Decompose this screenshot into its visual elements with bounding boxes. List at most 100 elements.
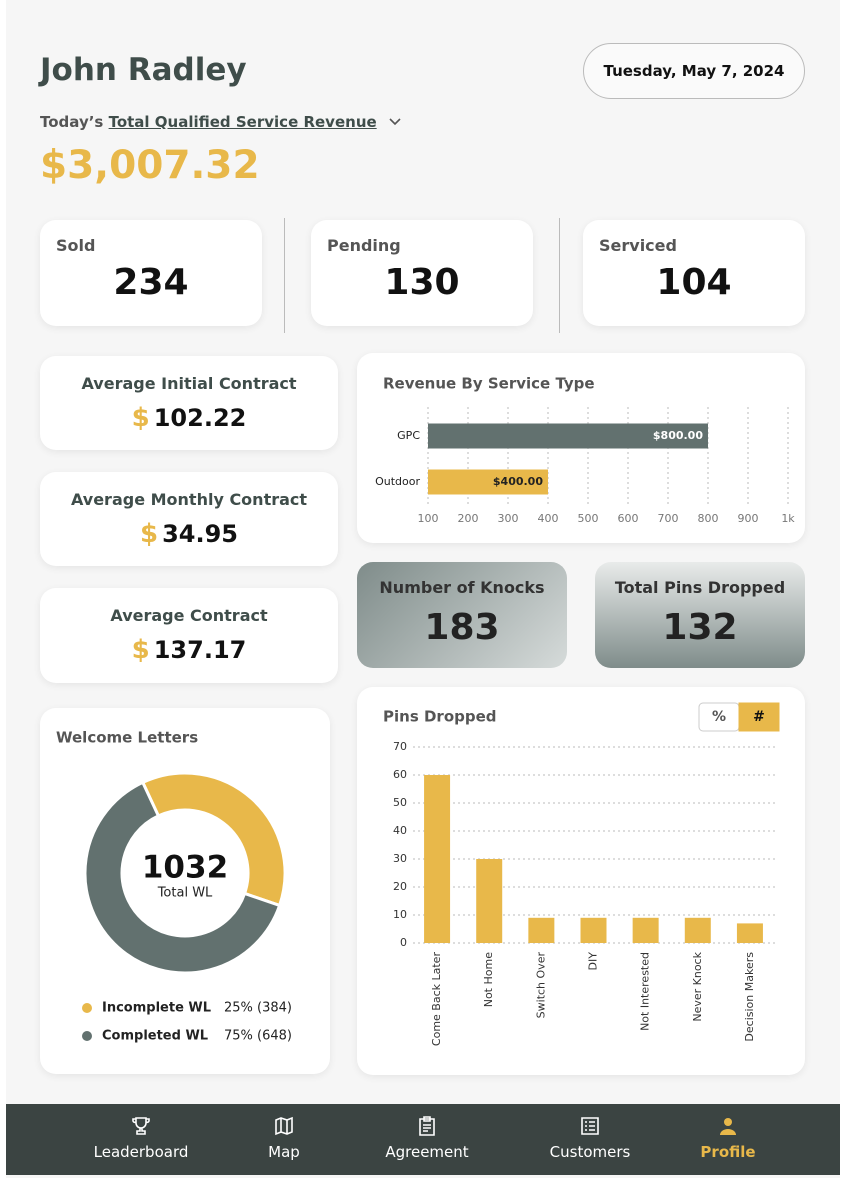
nav-item[interactable]: Customers <box>520 1104 660 1175</box>
chart-title: Revenue By Service Type <box>383 375 595 393</box>
pie-slice <box>140 771 287 908</box>
bar <box>684 917 711 943</box>
stat-card: Pending 130 <box>311 220 533 326</box>
stat-value: 234 <box>113 262 189 303</box>
contract-card: Average Initial Contract $102.22 <box>40 356 338 450</box>
x-tick-label: Switch Over <box>534 952 547 1019</box>
x-tick-label: 300 <box>498 512 519 525</box>
nav-label: Customers <box>549 1143 631 1161</box>
divider <box>559 218 560 333</box>
x-tick-label: Not Home <box>482 952 495 1007</box>
y-tick-label: 50 <box>393 796 407 809</box>
legend-value: 75% (648) <box>224 1029 292 1044</box>
revenue-selector[interactable]: Total Qualified Service Revenue <box>108 113 377 131</box>
value-label: $800.00 <box>653 429 703 442</box>
bar <box>424 775 451 943</box>
legend-value: 25% (384) <box>224 1001 292 1016</box>
toggle-button[interactable] <box>738 702 780 732</box>
revenue-prefix: Today’s <box>40 113 104 131</box>
trophy-icon <box>132 1117 150 1135</box>
y-tick-label: 0 <box>400 936 407 949</box>
user-name: John Radley <box>40 52 247 88</box>
x-tick-label: 600 <box>618 512 639 525</box>
x-tick-label: 900 <box>738 512 759 525</box>
x-tick-label: Decision Makers <box>743 952 756 1042</box>
y-tick-label: 30 <box>393 852 407 865</box>
bar <box>528 917 555 943</box>
currency: $ <box>139 519 159 549</box>
nav-item[interactable]: Leaderboard <box>71 1104 211 1175</box>
y-tick-label: 10 <box>393 908 407 921</box>
divider <box>284 218 285 333</box>
legend-label: Completed WL <box>102 1029 208 1044</box>
bar <box>428 423 708 449</box>
currency: $ <box>131 635 150 665</box>
stat-value: 130 <box>384 262 460 303</box>
contract-label: Average Initial Contract <box>81 374 297 393</box>
nav-item[interactable]: Agreement <box>357 1104 497 1175</box>
bar <box>580 917 607 943</box>
clipboard-icon <box>419 1116 435 1136</box>
x-tick-label: 500 <box>578 512 599 525</box>
nav-label: Map <box>268 1143 300 1161</box>
pie-slice <box>83 780 282 975</box>
x-tick-label: 700 <box>658 512 679 525</box>
nav-label: Agreement <box>385 1143 469 1161</box>
value-label: $400.00 <box>493 475 543 488</box>
contract-card: Average Monthly Contract $34.95 <box>40 472 338 566</box>
x-tick-label: 800 <box>698 512 719 525</box>
bar <box>476 859 503 943</box>
counter-label: Total Pins Dropped <box>614 578 786 597</box>
legend-label: Incomplete WL <box>102 1001 211 1016</box>
x-tick-label: 1k <box>781 512 795 525</box>
nav-label: Profile <box>700 1143 756 1161</box>
chart-title: Welcome Letters <box>56 729 198 747</box>
chevron[interactable] <box>388 117 402 127</box>
counter-label: Number of Knocks <box>379 578 545 597</box>
toggle-label[interactable]: # <box>753 709 765 725</box>
x-tick-label: 400 <box>538 512 559 525</box>
center-value: 1032 <box>142 850 228 886</box>
category-label: GPC <box>397 429 420 442</box>
y-tick-label: 40 <box>393 824 407 837</box>
x-tick-label: 200 <box>458 512 479 525</box>
x-tick-label: Not Interested <box>639 952 652 1031</box>
stat-label: Serviced <box>599 236 677 255</box>
x-tick-label: Come Back Later <box>430 952 443 1047</box>
contract-card: Average Contract $137.17 <box>40 588 338 683</box>
currency: $ <box>131 403 150 433</box>
nav-item[interactable]: Map <box>214 1104 354 1175</box>
revenue-value: $3,007.32 <box>40 143 260 188</box>
bar <box>632 917 659 943</box>
bar <box>736 923 763 943</box>
counter-card: Number of Knocks 183 <box>357 562 567 668</box>
x-tick-label: 100 <box>418 512 439 525</box>
nav-item[interactable]: Profile <box>658 1104 798 1175</box>
x-tick-label: DIY <box>587 952 600 971</box>
list-icon <box>581 1117 599 1135</box>
date-picker[interactable]: Tuesday, May 7, 2024 <box>583 43 805 99</box>
toggle-label[interactable]: % <box>712 709 726 725</box>
contract-value: 137.17 <box>153 636 247 664</box>
stat-card: Serviced 104 <box>583 220 805 326</box>
nav-bar: Leaderboard Map Agreement Customers Prof… <box>6 1104 840 1175</box>
stat-label: Pending <box>327 236 401 255</box>
contract-row: $102.22 <box>40 403 338 433</box>
contract-row: $34.95 <box>40 519 338 549</box>
map-icon <box>275 1116 293 1136</box>
contract-value: 34.95 <box>162 520 238 548</box>
x-tick-label: Never Knock <box>691 951 704 1021</box>
counter-value: 183 <box>424 607 500 648</box>
bar <box>428 469 548 495</box>
stat-value: 104 <box>656 262 732 303</box>
counter-card: Total Pins Dropped 132 <box>595 562 805 668</box>
legend-marker <box>82 1003 92 1013</box>
nav-label: Leaderboard <box>93 1143 189 1161</box>
y-tick-label: 60 <box>393 768 407 781</box>
category-label: Outdoor <box>375 475 420 488</box>
chart-title: Pins Dropped <box>383 708 497 726</box>
counter-value: 132 <box>662 607 738 648</box>
revenue-heading: Today’s Total Qualified Service Revenue <box>40 113 402 131</box>
